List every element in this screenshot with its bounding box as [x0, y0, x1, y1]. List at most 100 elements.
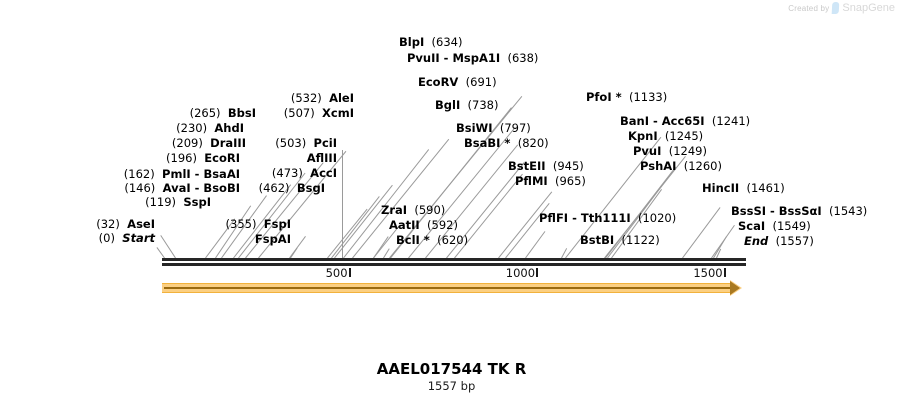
- site-position-label: (0): [98, 231, 115, 245]
- site-position-label: (620): [437, 233, 469, 247]
- site-enzyme-label: End: [744, 234, 769, 248]
- site-enzyme-label: AflIII: [306, 151, 337, 165]
- site-position-label: (1241): [711, 114, 751, 128]
- site-enzyme-label: ZraI: [381, 203, 408, 217]
- restriction-site-label[interactable]: (119) SspI: [145, 196, 211, 208]
- site-enzyme-label: BlpI: [399, 35, 425, 49]
- site-position-label: (162): [123, 167, 155, 181]
- site-enzyme-label: BstEII: [508, 159, 546, 173]
- restriction-site-label[interactable]: AflIII: [307, 152, 337, 164]
- restriction-site-label[interactable]: (230) AhdI: [176, 122, 244, 134]
- restriction-site-label[interactable]: FspAI: [255, 233, 291, 245]
- restriction-site-label[interactable]: BsaBI * (820): [464, 137, 549, 149]
- ruler-tick: [348, 268, 351, 277]
- site-enzyme-label: AhdI: [214, 121, 244, 135]
- ruler-tick-label: 500: [325, 266, 348, 280]
- snapgene-credit: Created by SnapGene: [788, 2, 895, 14]
- restriction-site-label[interactable]: BglI (738): [435, 99, 498, 111]
- site-position-label: (738): [467, 98, 499, 112]
- site-leader-line: [156, 247, 165, 259]
- restriction-site-label[interactable]: (196) EcoRI: [166, 152, 240, 164]
- restriction-site-label[interactable]: EcoRV (691): [418, 76, 497, 88]
- site-enzyme-label: AatII: [389, 218, 420, 232]
- page-title: AAEL017544 TK R: [376, 360, 527, 378]
- restriction-site-label[interactable]: BsiWI (797): [456, 122, 531, 134]
- site-position-label: (1122): [621, 233, 660, 247]
- site-enzyme-label: PvuII - MspA1I: [407, 51, 501, 65]
- restriction-site-label[interactable]: PfoI * (1133): [586, 91, 667, 103]
- orf-arrow-aael017544[interactable]: [162, 280, 742, 296]
- restriction-site-label[interactable]: (265) BbsI: [190, 107, 256, 119]
- restriction-site-label[interactable]: (162) PmlI - BsaAI: [124, 168, 240, 180]
- site-leader-line: [525, 231, 546, 259]
- restriction-site-label[interactable]: (355) FspI: [226, 218, 291, 230]
- site-leader-line: [215, 205, 252, 259]
- restriction-site-label[interactable]: (209) DraIII: [172, 137, 246, 149]
- restriction-site-label[interactable]: BlpI (634): [399, 36, 462, 48]
- site-enzyme-label: EcoRV: [418, 75, 459, 89]
- restriction-site-label[interactable]: (507) XcmI: [284, 107, 354, 119]
- site-enzyme-label: Start: [122, 231, 155, 245]
- orf-arrowhead-core: [730, 281, 740, 295]
- restriction-site-label[interactable]: (0) Start: [99, 232, 155, 244]
- site-position-label: (1020): [638, 211, 677, 225]
- restriction-site-label[interactable]: BclI * (620): [396, 234, 468, 246]
- snapgene-logo-icon: [832, 2, 840, 14]
- site-position-label: (32): [96, 217, 120, 231]
- site-position-label: (1549): [772, 219, 811, 233]
- restriction-site-label[interactable]: BssSI - BssSαI (1543): [731, 205, 867, 217]
- restriction-site-label[interactable]: ZraI (590): [381, 204, 445, 216]
- ruler-tick: [723, 268, 726, 277]
- site-position-label: (1260): [683, 159, 722, 173]
- sequence-length-label: 1557 bp: [427, 379, 476, 393]
- restriction-site-label[interactable]: (473) AccI: [272, 167, 337, 179]
- restriction-site-label[interactable]: HincII (1461): [702, 182, 785, 194]
- site-enzyme-label: BstBI: [580, 233, 615, 247]
- site-enzyme-label: SspI: [183, 195, 211, 209]
- site-position-label: (592): [427, 218, 458, 232]
- site-position-label: (945): [552, 159, 584, 173]
- site-enzyme-label: DraIII: [210, 136, 246, 150]
- site-enzyme-label: AleI: [329, 91, 354, 105]
- restriction-site-label[interactable]: PflMI (965): [515, 175, 586, 187]
- site-enzyme-label: AccI: [310, 166, 337, 180]
- site-leader-line: [713, 236, 727, 259]
- restriction-site-label[interactable]: KpnI (1245): [628, 130, 703, 142]
- restriction-site-label[interactable]: (503) PciI: [275, 137, 337, 149]
- site-enzyme-label: PfoI *: [586, 90, 622, 104]
- snapgene-brand-label: SnapGene: [842, 2, 895, 14]
- restriction-site-label[interactable]: (532) AleI: [291, 92, 354, 104]
- site-leader-line: [342, 150, 343, 258]
- restriction-site-label[interactable]: End (1557): [744, 235, 814, 247]
- site-enzyme-label: ScaI: [738, 219, 766, 233]
- site-position-label: (355): [225, 217, 257, 231]
- site-enzyme-label: BclI *: [396, 233, 430, 247]
- site-leader-line: [373, 236, 389, 259]
- site-position-label: (634): [431, 35, 463, 49]
- restriction-site-label[interactable]: ScaI (1549): [738, 220, 811, 232]
- restriction-site-label[interactable]: PflFI - Tth111I (1020): [539, 212, 676, 224]
- site-enzyme-label: PshAI: [640, 159, 677, 173]
- site-enzyme-label: EcoRI: [204, 151, 240, 165]
- restriction-site-label[interactable]: PvuII - MspA1I (638): [407, 52, 538, 64]
- restriction-site-label[interactable]: (32) AseI: [96, 218, 155, 230]
- site-enzyme-label: FspAI: [254, 232, 291, 246]
- site-enzyme-label: PciI: [313, 136, 337, 150]
- restriction-site-label[interactable]: BstBI (1122): [580, 234, 660, 246]
- site-position-label: (1557): [775, 234, 814, 248]
- restriction-site-label[interactable]: BanI - Acc65I (1241): [620, 115, 750, 127]
- credit-prefix-label: Created by: [788, 3, 830, 13]
- restriction-site-label[interactable]: AatII (592): [389, 219, 458, 231]
- site-enzyme-label: BbsI: [227, 106, 256, 120]
- restriction-site-label[interactable]: (462) BsgI: [259, 182, 325, 194]
- site-position-label: (503): [275, 136, 307, 150]
- restriction-site-label[interactable]: PshAI (1260): [640, 160, 722, 172]
- site-position-label: (638): [507, 51, 539, 65]
- site-enzyme-label: BsiWI: [456, 121, 493, 135]
- site-enzyme-label: BsgI: [296, 181, 325, 195]
- site-enzyme-label: PflMI: [515, 174, 548, 188]
- restriction-site-label[interactable]: BstEII (945): [508, 160, 584, 172]
- ruler-tick-label: 1500: [693, 266, 723, 280]
- restriction-site-label[interactable]: PvuI (1249): [633, 145, 707, 157]
- restriction-site-label[interactable]: (146) AvaI - BsoBI: [124, 182, 240, 194]
